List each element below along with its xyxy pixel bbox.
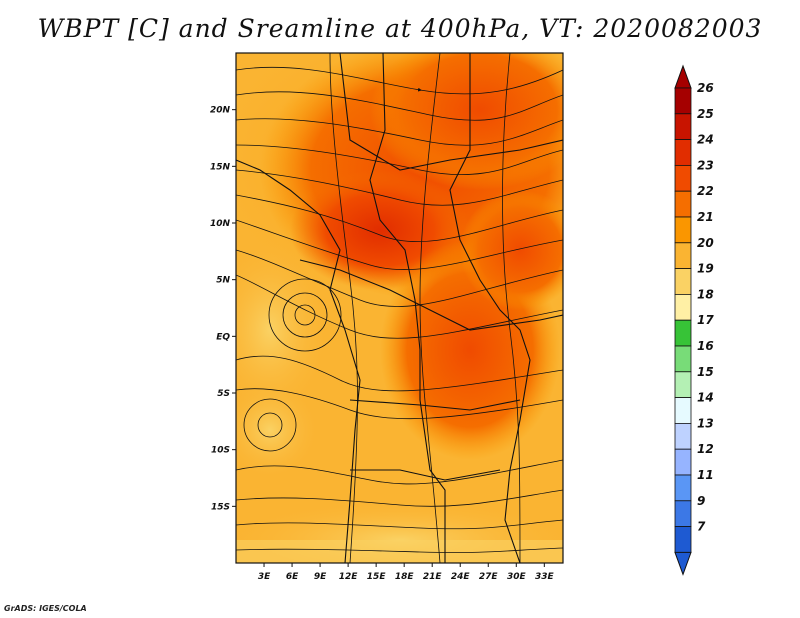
- colorbar-swatch: [674, 397, 692, 424]
- x-tick-label: 15E: [367, 572, 387, 582]
- colorbar-label: 26: [697, 81, 714, 95]
- colorbar-bottom-arrow: [674, 551, 692, 576]
- x-axis: 3E 6E 9E 12E 15E 18E 21E 24E 27E 30E 33E: [258, 563, 555, 582]
- colorbar-swatch: [674, 422, 692, 450]
- y-tick-label: 10S: [211, 446, 230, 456]
- colorbar-label: 9: [697, 494, 705, 508]
- colorbar-swatch: [674, 87, 692, 115]
- colorbar-swatch: [674, 268, 692, 295]
- colorbar-swatch: [674, 526, 692, 553]
- colorbar-swatch: [674, 448, 692, 476]
- colorbar-swatch: [674, 164, 692, 192]
- colorbar-label: 24: [697, 133, 714, 147]
- colorbar-swatch: [674, 319, 692, 347]
- colorbar-label: 22: [697, 184, 714, 198]
- colorbar-label: 15: [697, 365, 714, 379]
- colorbar-swatch: [674, 345, 692, 373]
- chart-title: WBPT [C] and Sreamline at 400hPa, VT: 20…: [37, 14, 763, 43]
- colorbar-label: 23: [697, 158, 714, 172]
- credit-label: GrADS: IGES/COLA: [4, 604, 87, 613]
- colorbar-label: 11: [697, 468, 714, 482]
- country-boundaries: [236, 53, 563, 563]
- x-tick-label: 9E: [314, 572, 327, 582]
- colorbar-label: 12: [697, 442, 714, 456]
- y-axis: 20N 15N 10N 5N EQ 5S 10S 15S: [210, 106, 236, 512]
- colorbar-swatch: [674, 371, 692, 398]
- y-tick-label: 20N: [210, 106, 231, 116]
- colorbar-top-arrow: [674, 64, 692, 89]
- colorbar-swatch: [674, 293, 692, 321]
- colorbar-label: 16: [697, 339, 714, 353]
- y-tick-label: EQ: [216, 332, 230, 342]
- colorbar-label: 25: [697, 107, 714, 121]
- colorbar-swatch: [674, 500, 692, 527]
- colorbar-swatch: [674, 474, 692, 502]
- y-tick-label: 5N: [216, 276, 230, 286]
- streamlines: [236, 53, 563, 563]
- x-tick-label: 33E: [535, 572, 555, 582]
- map-frame: [235, 52, 564, 564]
- colorbar: 26 25 24 23 22 21 20 19 18 17 16 15 14 13 12 11 9 7: [674, 64, 714, 576]
- colorbar-label: 17: [697, 313, 714, 327]
- y-tick-label: 15N: [210, 162, 231, 172]
- colorbar-swatch: [674, 113, 692, 141]
- y-tick-label: 10N: [210, 219, 231, 229]
- colorbar-label: 20: [697, 236, 714, 250]
- colorbar-swatch: [674, 242, 692, 270]
- colorbar-label: 19: [697, 262, 714, 276]
- colorbar-label: 7: [697, 520, 706, 534]
- y-tick-label: 5S: [217, 389, 230, 399]
- x-tick-label: 6E: [286, 572, 299, 582]
- x-tick-label: 12E: [339, 572, 359, 582]
- colorbar-swatch: [674, 190, 692, 218]
- x-tick-label: 21E: [423, 572, 443, 582]
- x-tick-label: 18E: [395, 572, 415, 582]
- colorbar-label: 13: [697, 416, 714, 430]
- x-tick-label: 27E: [479, 572, 499, 582]
- x-tick-label: 3E: [258, 572, 271, 582]
- colorbar-label: 21: [697, 210, 714, 224]
- x-tick-label: 24E: [451, 572, 471, 582]
- colorbar-label: 14: [697, 391, 714, 405]
- colorbar-swatch: [674, 216, 692, 244]
- y-tick-label: 15S: [211, 502, 230, 512]
- colorbar-swatch: [674, 139, 692, 166]
- colorbar-label: 18: [697, 287, 714, 301]
- x-tick-label: 30E: [507, 572, 527, 582]
